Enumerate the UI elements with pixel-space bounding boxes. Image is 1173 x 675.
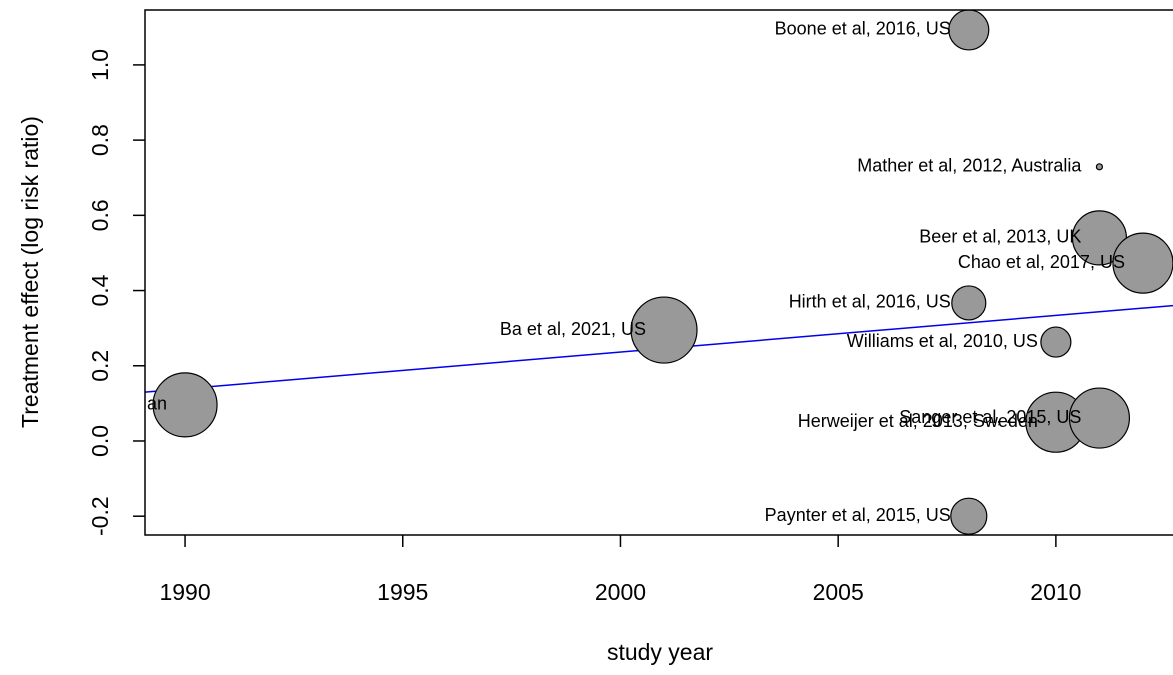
x-tick-label: 1995	[377, 579, 428, 605]
y-tick-label: 0.6	[87, 199, 113, 231]
y-tick-label: -0.2	[87, 496, 113, 536]
x-axis-label: study year	[607, 639, 713, 665]
point-label: Herweijer et al, 2013, Sweden	[798, 411, 1038, 431]
point-label: Mather et al, 2012, Australia	[857, 156, 1082, 176]
bubble	[1068, 387, 1131, 449]
point-label: an	[147, 394, 167, 414]
bubble	[1095, 163, 1104, 171]
point-label: Ba et al, 2021, US	[500, 319, 646, 339]
bubble	[948, 10, 990, 51]
point-label: Beer et al, 2013, UK	[919, 227, 1081, 247]
x-tick-label: 2005	[813, 579, 864, 605]
y-tick-label: 0.8	[87, 124, 113, 156]
x-tick-label: 2000	[595, 579, 646, 605]
point-label: Sanger et al, 2015, US	[899, 407, 1081, 427]
bubble	[951, 285, 987, 321]
y-axis-label: Treatment effect (log risk ratio)	[17, 116, 43, 428]
y-tick-label: 0.2	[87, 350, 113, 382]
point-label: Paynter et al, 2015, US	[765, 505, 951, 525]
bubble	[950, 497, 988, 535]
y-tick-label: 0.4	[87, 274, 113, 306]
point-label: Chao et al, 2017, US	[958, 252, 1125, 272]
plot-area: an Ba et al, 2021, US Boone et al, 2016, U…	[145, 10, 1173, 535]
point-label: Boone et al, 2016, US	[775, 19, 951, 39]
x-tick-label: 2010	[1030, 579, 1081, 605]
y-tick-label: 1.0	[87, 49, 113, 81]
bubble	[152, 372, 218, 438]
y-tick-label: 0.0	[87, 425, 113, 457]
x-tick-label: 1990	[159, 579, 210, 605]
point-label: Williams et al, 2010, US	[847, 331, 1038, 351]
bubble	[1040, 326, 1072, 358]
point-label: Hirth et al, 2016, US	[789, 292, 951, 312]
bubble	[630, 296, 698, 364]
plot-frame	[144, 9, 1173, 536]
